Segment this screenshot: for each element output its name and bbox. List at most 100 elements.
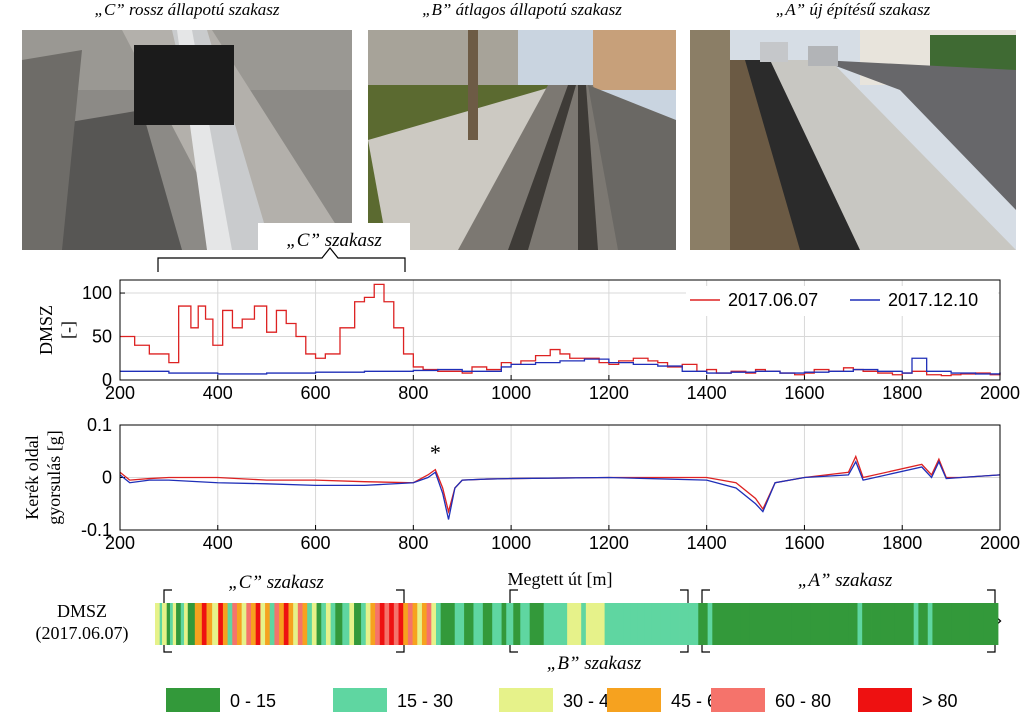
bar-segment [707,603,713,645]
y-tick-label: -0.1 [81,520,112,540]
x-axis-label: Megtett út [m] [508,569,613,589]
bar-segment [403,603,409,645]
plot-frame [119,424,1001,531]
x-tick-label: 1000 [491,383,531,403]
bar-segment [311,603,317,645]
bar-segment [492,603,502,645]
photo-section-a-image [690,30,1016,250]
bar-segment [829,603,849,645]
bar-segment [529,603,545,645]
y-tick-label: 0.1 [87,415,112,435]
bar-segment [543,603,568,645]
bar-segment [251,603,257,645]
x-tick-label: 1200 [589,533,629,553]
x-tick-label: 1400 [687,533,727,553]
bar-segment [361,603,367,645]
bar-segment [393,603,399,645]
section-c-label: „C” szakasz [286,230,382,251]
bar-segment [330,603,336,645]
bar-segment [206,603,213,645]
x-tick-label: 800 [398,383,428,403]
bar-segment [426,603,432,645]
legend-bin-label: 30 - 45 [563,691,619,711]
bar-segment [316,603,322,645]
bar-segment [169,603,174,645]
bar-segment [184,603,189,645]
bar-segment [265,603,271,645]
series-line-2017.06.07 [120,283,1001,377]
bar-segment [283,603,289,645]
bar-segment [712,603,741,645]
x-tick-label: 400 [203,383,233,403]
x-tick-label: 1200 [589,383,629,403]
bar-segment [227,603,233,645]
bar-segment [162,603,168,645]
bar-segment [241,603,247,645]
bar-segment [871,603,882,645]
photo-section-b [368,30,676,250]
legend-swatch [607,688,661,712]
bar-segment [180,603,185,645]
bar-segment [506,603,514,645]
y-tick-label: 0 [102,468,112,488]
x-tick-label: 2000 [980,533,1020,553]
bar-segment [791,603,812,645]
series-line-2017.12.10 [120,357,1001,375]
bar-segment [983,603,999,645]
x-tick-label: 600 [301,533,331,553]
bar-segment [155,603,161,645]
section-a-label-bar: „A” szakasz [798,570,893,591]
caption-section-c: „C” rossz állapotú szakasz [94,0,280,19]
bar-segment [436,603,442,645]
bar-segment [407,603,413,645]
bar-segment [810,603,830,645]
bar-segment [269,603,275,645]
bar-segment [431,603,437,645]
bar-segment [857,603,863,645]
x-tick-label: 600 [301,383,331,403]
legend-bin-label: > 80 [922,691,958,711]
legend-swatch [499,688,553,712]
bar-segment [482,603,493,645]
bar-segment [904,603,915,645]
bar-segment [623,603,631,645]
y-tick-label: 0 [102,370,112,390]
bar-segment [740,603,751,645]
chart-dmsz-bar: DMSZ(2017.06.07) [36,601,999,645]
legend-label-2017.12.10: 2017.12.10 [888,290,978,310]
legend-swatch [858,688,912,712]
annotation-asterisk: * [430,440,441,465]
bar-segment [398,603,404,645]
legend-bin-label: 60 - 80 [775,691,831,711]
section-b-label-bar: „B” szakasz [547,653,642,674]
x-tick-label: 1600 [784,533,824,553]
bar-segment [201,603,207,645]
bar-segment [951,603,971,645]
photo-section-b-image [368,30,676,250]
plot-frame [119,279,1001,381]
bar-segment [670,603,680,645]
bar-segment [637,603,645,645]
y-tick-label: 100 [82,283,112,303]
bar-segment [585,603,605,645]
x-tick-label: 1800 [882,383,922,403]
bar-segment [176,603,182,645]
x-tick-label: 1400 [687,383,727,403]
bar-segment [862,603,872,645]
y-axis-label: [-] [58,321,78,339]
bar-segment [440,603,456,645]
x-tick-label: 200 [105,533,135,553]
bar-segment [302,603,308,645]
bar-segment [473,603,484,645]
bar-segment [421,603,428,645]
bar-segment [379,603,385,645]
chart-dmsz: 200 400 600 800 1000 1200 1400 1600 1800 2000 0 50 1… [36,279,1020,403]
bar-segment [567,603,582,645]
bar-row-label: (2017.06.07) [36,623,129,644]
x-tick-label: 1600 [784,383,824,403]
bar-segment [454,603,465,645]
caption-section-b: „B” átlagos állapotú szakasz [422,0,622,19]
section-c-bracket [157,247,406,272]
bar-segment [342,603,350,645]
